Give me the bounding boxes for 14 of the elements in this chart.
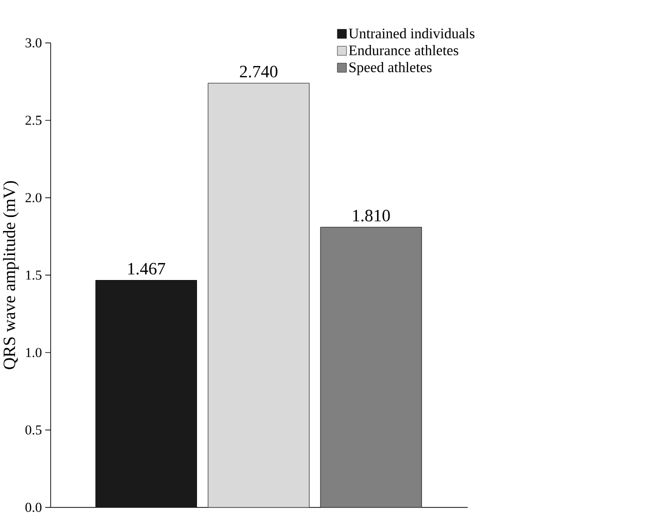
y-axis-title: QRS wave amplitude (mV) <box>3 180 19 369</box>
legend-label: Speed athletes <box>349 62 432 75</box>
y-tick-label: 1.0 <box>26 348 42 357</box>
data-label: 1.810 <box>353 210 390 222</box>
legend-label: Endurance athletes <box>348 44 458 56</box>
y-tick-label: 1.5 <box>26 270 42 280</box>
data-label: 2.740 <box>240 66 278 78</box>
legend-label: Untrained individuals <box>348 28 474 38</box>
y-tick-label: 3.0 <box>26 38 42 48</box>
y-tick-label: 2.5 <box>26 115 42 125</box>
y-tick-label: 0.5 <box>25 425 42 434</box>
y-tick-label: 2.0 <box>26 192 42 202</box>
data-label: 1.467 <box>128 262 166 274</box>
y-tick-label: 0.0 <box>25 502 42 512</box>
